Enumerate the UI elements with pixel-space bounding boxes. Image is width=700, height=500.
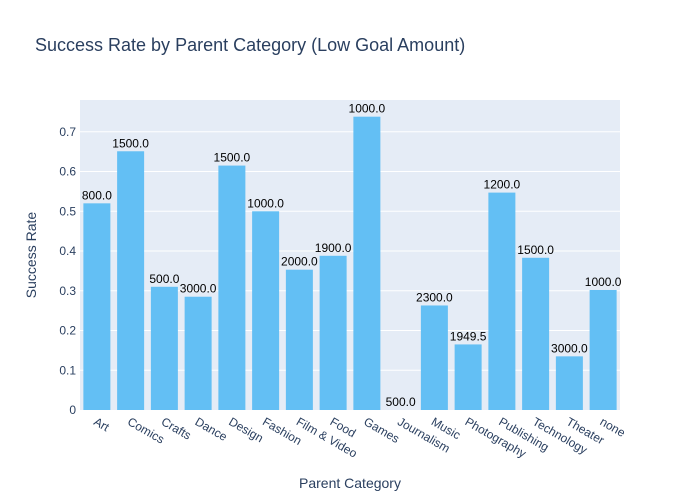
bar-value-label: 500.0 <box>149 272 179 286</box>
bar-value-label: 500.0 <box>386 395 416 409</box>
y-tick-label: 0.4 <box>59 244 76 258</box>
y-tick-label: 0.6 <box>59 165 76 179</box>
bars <box>83 116 617 410</box>
bar-value-label: 1200.0 <box>484 178 521 192</box>
y-axis-title: Success Rate <box>23 212 39 299</box>
bar-labels: 800.01500.0500.03000.01500.01000.02000.0… <box>82 102 622 409</box>
y-tick-label: 0 <box>69 403 76 417</box>
y-tick-label: 0.1 <box>59 363 76 377</box>
x-tick-label: Comics <box>125 414 167 446</box>
bar-value-label: 1500.0 <box>112 136 149 150</box>
bar-value-label: 2000.0 <box>281 255 318 269</box>
bar-value-label: 1500.0 <box>214 151 251 165</box>
bar <box>353 116 381 410</box>
chart-title: Success Rate by Parent Category (Low Goa… <box>35 35 465 55</box>
bar-value-label: 1000.0 <box>247 196 284 210</box>
bar <box>319 255 347 410</box>
bar <box>150 286 178 410</box>
bar-value-label: 800.0 <box>82 188 112 202</box>
bar-value-label: 2300.0 <box>416 290 453 304</box>
y-tick-label: 0.3 <box>59 284 76 298</box>
y-tick-label: 0.7 <box>59 125 76 139</box>
x-tick-label: Art <box>91 414 112 434</box>
x-tick-label: Games <box>361 414 402 445</box>
bar <box>488 192 516 410</box>
bar-value-label: 3000.0 <box>180 282 217 296</box>
bar-value-label: 3000.0 <box>551 341 588 355</box>
bar <box>522 257 550 410</box>
x-tick-label: Design <box>226 414 265 445</box>
bar-value-label: 1000.0 <box>349 102 386 116</box>
bar <box>420 305 448 410</box>
bar <box>285 269 313 410</box>
bar <box>117 151 145 410</box>
bar <box>555 356 583 410</box>
bar-value-label: 1000.0 <box>585 275 622 289</box>
bar <box>184 296 212 410</box>
bar-value-label: 1500.0 <box>517 243 554 257</box>
bar-value-label: 1900.0 <box>315 241 352 255</box>
bar-value-label: 1949.5 <box>450 329 487 343</box>
y-tick-label: 0.5 <box>59 204 76 218</box>
bar <box>83 203 111 410</box>
bar <box>252 211 280 410</box>
x-axis-title: Parent Category <box>299 475 401 491</box>
bar <box>218 165 246 410</box>
bar <box>454 344 482 410</box>
bar <box>589 289 617 410</box>
x-tick-label: Dance <box>193 414 230 444</box>
y-tick-label: 0.2 <box>59 324 76 338</box>
y-axis-ticks: 0 0.1 0.2 0.3 0.4 0.5 0.6 0.7 <box>59 125 76 417</box>
